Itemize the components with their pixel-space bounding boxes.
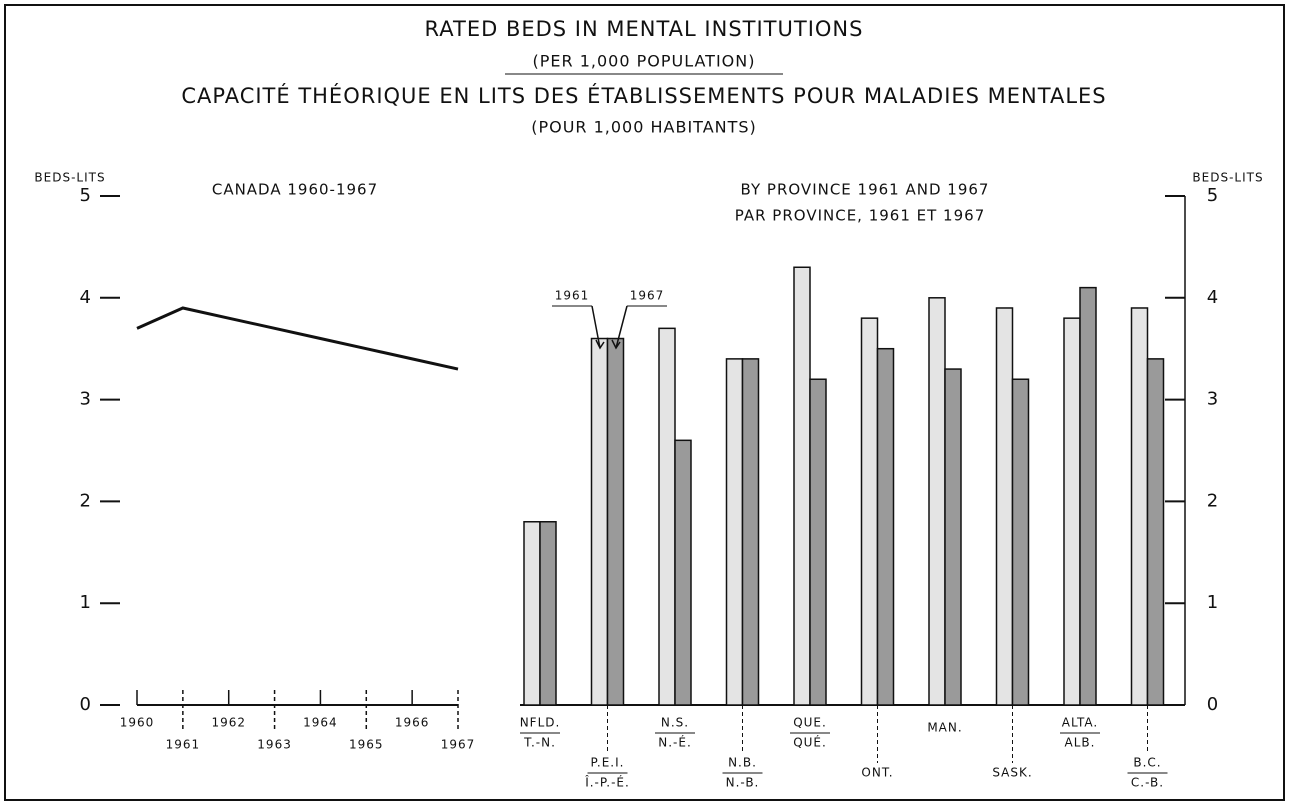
x-tick-label: 1963 [257, 738, 292, 752]
y-tick-label: 1 [80, 592, 92, 613]
x-tick-label: ALTA. [1062, 716, 1098, 730]
bar [606, 337, 625, 706]
panel-title: BY PROVINCE 1961 AND 1967 [741, 181, 990, 199]
x-tick-label: Î.-P.-É. [584, 775, 630, 790]
bar [658, 327, 676, 706]
bar [860, 317, 879, 706]
legend-label: 1961 [555, 289, 590, 303]
chart-subtitle: (PER 1,000 POPULATION) [533, 52, 756, 71]
x-tick-label: N.-É. [658, 735, 692, 750]
x-tick-label: P.E.I. [591, 756, 625, 770]
y-tick-label: 4 [80, 287, 92, 308]
x-tick-label: 1966 [395, 716, 430, 730]
bar [539, 521, 557, 706]
y-tick-label: 5 [80, 185, 92, 206]
x-tick-label: N.-B. [726, 776, 760, 790]
legend-label: 1967 [630, 289, 665, 303]
x-tick-label: 1960 [120, 716, 155, 730]
bar [1011, 378, 1030, 706]
bar [523, 521, 541, 706]
x-tick-label: ONT. [861, 766, 893, 780]
bar [725, 358, 744, 706]
panel-title: CANADA 1960-1967 [212, 181, 378, 199]
y-tick-label: 1 [1207, 592, 1219, 613]
y-tick-label: 0 [1207, 694, 1219, 715]
line [136, 306, 459, 371]
x-tick-label: 1961 [166, 738, 201, 752]
chart-title: RATED BEDS IN MENTAL INSTITUTIONS [425, 17, 864, 41]
bar [995, 307, 1014, 706]
bar [793, 266, 811, 706]
x-tick-label: C.-B. [1131, 776, 1164, 790]
y-tick-label: 2 [1207, 490, 1219, 511]
bar [944, 368, 962, 706]
x-tick-label: 1964 [303, 716, 338, 730]
y-tick-label: 2 [80, 490, 92, 511]
x-tick-label: 1965 [349, 738, 384, 752]
panel-subtitle: PAR PROVINCE, 1961 ET 1967 [735, 207, 985, 225]
x-tick-label: NFLD. [520, 716, 561, 730]
chart-subtitle-fr: (POUR 1,000 HABITANTS) [531, 118, 757, 137]
y-tick-label: 3 [1207, 389, 1219, 410]
y-tick-label: 0 [80, 694, 92, 715]
x-tick-label: 1967 [441, 738, 476, 752]
bar [1063, 317, 1081, 706]
x-tick-label: N.B. [728, 756, 757, 770]
bar [590, 337, 609, 706]
bar [1079, 286, 1097, 706]
x-tick-label: B.C. [1133, 756, 1161, 770]
bar [1130, 307, 1149, 706]
bar [1146, 358, 1165, 706]
bar [674, 439, 692, 706]
x-tick-label: QUE. [793, 716, 827, 730]
x-tick-label: 1962 [211, 716, 246, 730]
x-tick-label: N.S. [661, 716, 689, 730]
y-tick-label: 3 [80, 389, 92, 410]
y-axis-label: BEDS-LITS [1192, 171, 1263, 185]
frame [4, 4, 1285, 801]
x-tick-label: QUÉ. [793, 735, 827, 750]
x-tick-label: MAN. [927, 721, 962, 735]
legend-arrow [591, 305, 605, 350]
bar [741, 358, 760, 706]
bar [809, 378, 827, 706]
x-tick-label: ALB. [1065, 736, 1096, 750]
bar [876, 347, 895, 706]
y-tick-label: 4 [1207, 287, 1219, 308]
bar [928, 297, 946, 706]
chart-title-fr: CAPACITÉ THÉORIQUE EN LITS DES ÉTABLISSE… [181, 83, 1106, 108]
y-axis-label: BEDS-LITS [34, 171, 105, 185]
x-tick-label: T.-N. [523, 736, 556, 750]
legend-arrow [611, 305, 628, 350]
x-tick-label: SASK. [992, 766, 1032, 780]
y-tick-label: 5 [1207, 185, 1219, 206]
